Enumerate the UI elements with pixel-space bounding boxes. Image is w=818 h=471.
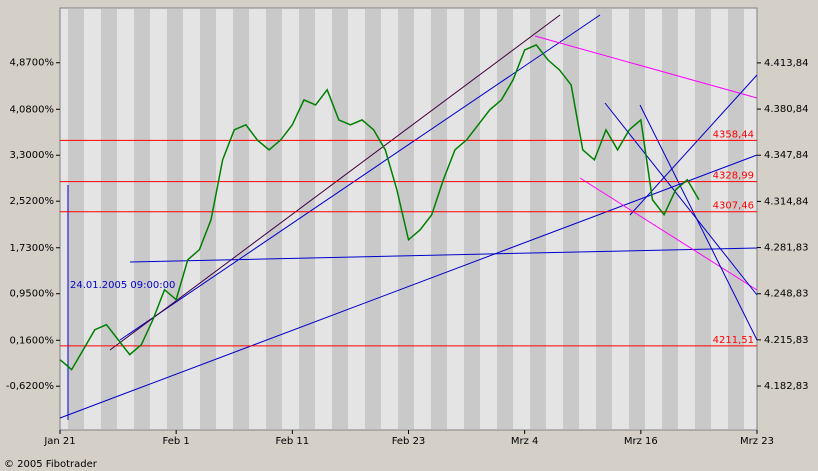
y-tick-label: 4.413,84 [764,58,809,69]
level-label: 4307,46 [713,201,754,212]
stripe [233,9,249,429]
stripe [398,9,414,429]
y-tick-label: 4.314,84 [764,196,809,207]
y-tick-label: 4.380,84 [764,104,809,115]
x-tick-label: Jan 21 [43,436,75,447]
level-label: 4211,51 [713,335,754,346]
x-tick-label: Feb 11 [276,436,310,447]
stripe [431,9,447,429]
stripe [101,9,117,429]
y-tick-label: 4.347,84 [764,150,809,161]
trend-line [109,14,561,351]
x-tick-label: Mrz 4 [511,436,539,447]
y2-tick-label: 0,9500% [10,289,55,300]
stripe [134,9,150,429]
trend-line [639,104,758,341]
trend-line [534,35,758,99]
trend-line [604,102,758,296]
level-label: 4328,99 [713,171,754,182]
stripe [365,9,381,429]
stripe [464,9,480,429]
x-tick-label: Mrz 23 [740,436,774,447]
stripe [695,9,711,429]
y2-tick-label: 2,5200% [10,196,55,207]
x-tick-label: Feb 1 [163,436,190,447]
stripe [530,9,546,429]
stripe [200,9,216,429]
y2-tick-label: 3,3000% [10,150,55,161]
stripe [332,9,348,429]
trend-line [59,154,758,419]
trend-line [129,247,758,263]
annotation: 24.01.2005 09:00:00 [70,280,175,291]
stripe [299,9,315,429]
stripe [497,9,513,429]
stripe [563,9,579,429]
stripe [629,9,645,429]
stripe [596,9,612,429]
footer: © 2005 Fibotrader [4,459,98,470]
x-tick-label: Feb 23 [392,436,426,447]
stripe [662,9,678,429]
y2-tick-label: -0,6200% [6,381,54,392]
y-tick-label: 4.248,83 [764,289,809,300]
y2-tick-label: 0,1600% [10,335,55,346]
y-tick-label: 4.215,83 [764,335,809,346]
stripe [68,9,84,429]
y-tick-label: 4.281,83 [764,243,809,254]
stripe [167,9,183,429]
level-label: 4358,44 [713,129,754,140]
x-tick-label: Mrz 16 [624,436,658,447]
trend-line [119,14,601,341]
y-tick-label: 4.182,83 [764,381,809,392]
y2-tick-label: 4,8700% [10,58,55,69]
y2-tick-label: 4,0800% [10,104,55,115]
stripe [266,9,282,429]
price-line [59,44,700,371]
trend-line [579,177,758,291]
y2-tick-label: 1,7300% [10,243,55,254]
stripe [728,9,744,429]
